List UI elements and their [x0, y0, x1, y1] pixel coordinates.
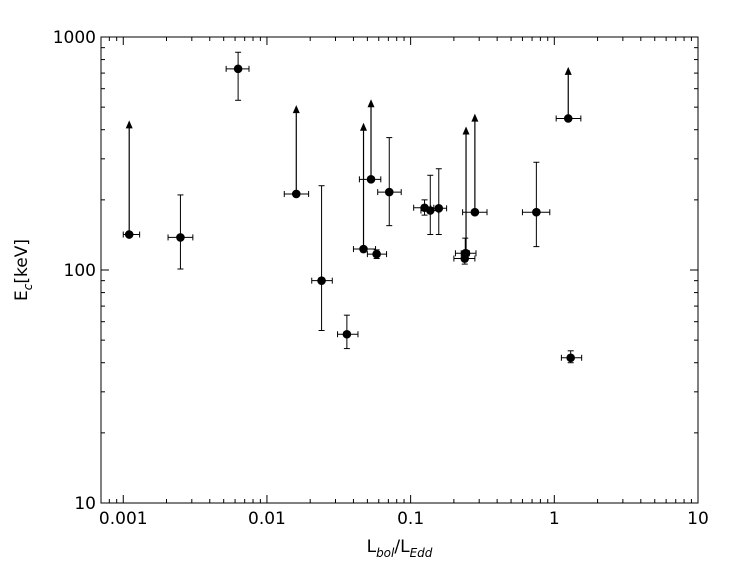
data-marker [372, 249, 381, 259]
data-marker [233, 64, 243, 74]
data-marker [317, 276, 326, 285]
data-point [430, 168, 448, 236]
lower-limit-arrow [462, 126, 470, 135]
data-point [122, 120, 141, 239]
data-marker [563, 114, 573, 123]
x-axis-label-sub: bol [376, 546, 395, 560]
data-point [311, 185, 333, 331]
data-marks [122, 51, 583, 364]
data-point [225, 51, 250, 101]
y-tick-label: 100 [64, 261, 96, 281]
data-point [358, 99, 382, 184]
data-point [555, 66, 582, 123]
data-point [337, 314, 359, 350]
data-marker [176, 233, 185, 242]
data-marker [124, 230, 134, 239]
data-marker [384, 187, 394, 197]
data-point [167, 194, 194, 270]
data-point [460, 237, 470, 261]
data-marker [366, 175, 376, 184]
x-axis-label: Lbol/LEdd [367, 537, 433, 560]
data-point [352, 122, 377, 254]
data-marker [532, 207, 541, 217]
lower-limit-arrow [564, 66, 572, 75]
data-point [560, 350, 583, 364]
y-tick-label: 10 [74, 494, 96, 514]
data-point [283, 105, 310, 199]
data-marker [434, 203, 444, 213]
lower-limit-arrow [125, 120, 133, 129]
lower-limit-arrow [367, 99, 375, 108]
x-tick-label: 10 [687, 509, 709, 529]
data-marker [359, 244, 368, 254]
lower-limit-arrow [292, 105, 300, 114]
data-point [462, 113, 488, 217]
axis-ticks: 0.001 0.01 0.1 1 10 10 100 1000 [53, 28, 709, 529]
y-axis-label: Ec[keV] [12, 239, 35, 301]
data-point [521, 161, 551, 248]
data-marker [470, 207, 480, 217]
y-tick-label: 1000 [53, 28, 96, 48]
x-axis-label-sub2: Edd [410, 546, 433, 560]
x-tick-label: 0.001 [99, 509, 148, 529]
data-marker [342, 329, 352, 339]
plot-frame [100, 36, 699, 504]
x-tick-label: 0.01 [248, 509, 286, 529]
lower-limit-arrow [471, 113, 479, 122]
x-tick-label: 0.1 [397, 509, 424, 529]
y-axis-label-sub: c [21, 283, 35, 290]
lower-limit-arrow [360, 122, 368, 131]
data-marker [566, 353, 575, 363]
x-tick-label: 1 [549, 509, 560, 529]
data-point [366, 249, 388, 260]
data-marker [291, 189, 301, 199]
data-marker [460, 248, 470, 258]
data-point [377, 137, 402, 227]
